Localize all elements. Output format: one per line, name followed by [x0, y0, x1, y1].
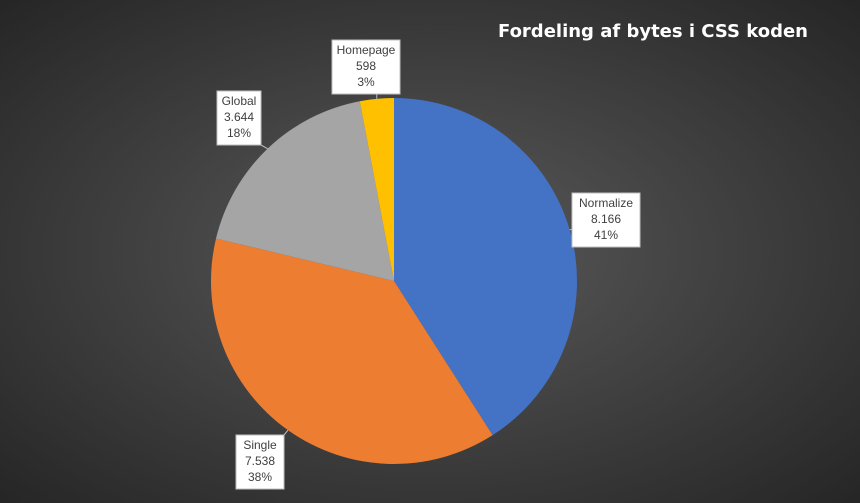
percent-label: 41%	[594, 228, 618, 242]
leader-line	[260, 144, 268, 150]
value-label: 7.538	[245, 454, 275, 468]
value-label: 8.166	[591, 212, 621, 226]
pie-slice	[216, 101, 394, 281]
pie-slice	[210, 238, 493, 464]
category-label: Homepage	[337, 43, 396, 57]
value-label: 3.644	[224, 110, 254, 124]
chart-title: Fordeling af bytes i CSS koden	[498, 21, 808, 42]
label-box	[331, 39, 401, 95]
category-label: Single	[243, 438, 277, 452]
percent-label: 3%	[357, 75, 375, 89]
category-label: Global	[222, 94, 257, 108]
leader-line	[283, 429, 289, 436]
pie-slice	[394, 98, 577, 436]
label-box	[216, 90, 262, 146]
pie-slice	[359, 98, 394, 281]
label-box	[571, 192, 641, 248]
category-label: Normalize	[579, 196, 633, 210]
percent-label: 18%	[227, 126, 251, 140]
value-label: 598	[356, 59, 376, 73]
percent-label: 38%	[248, 470, 272, 484]
label-box	[235, 434, 285, 490]
